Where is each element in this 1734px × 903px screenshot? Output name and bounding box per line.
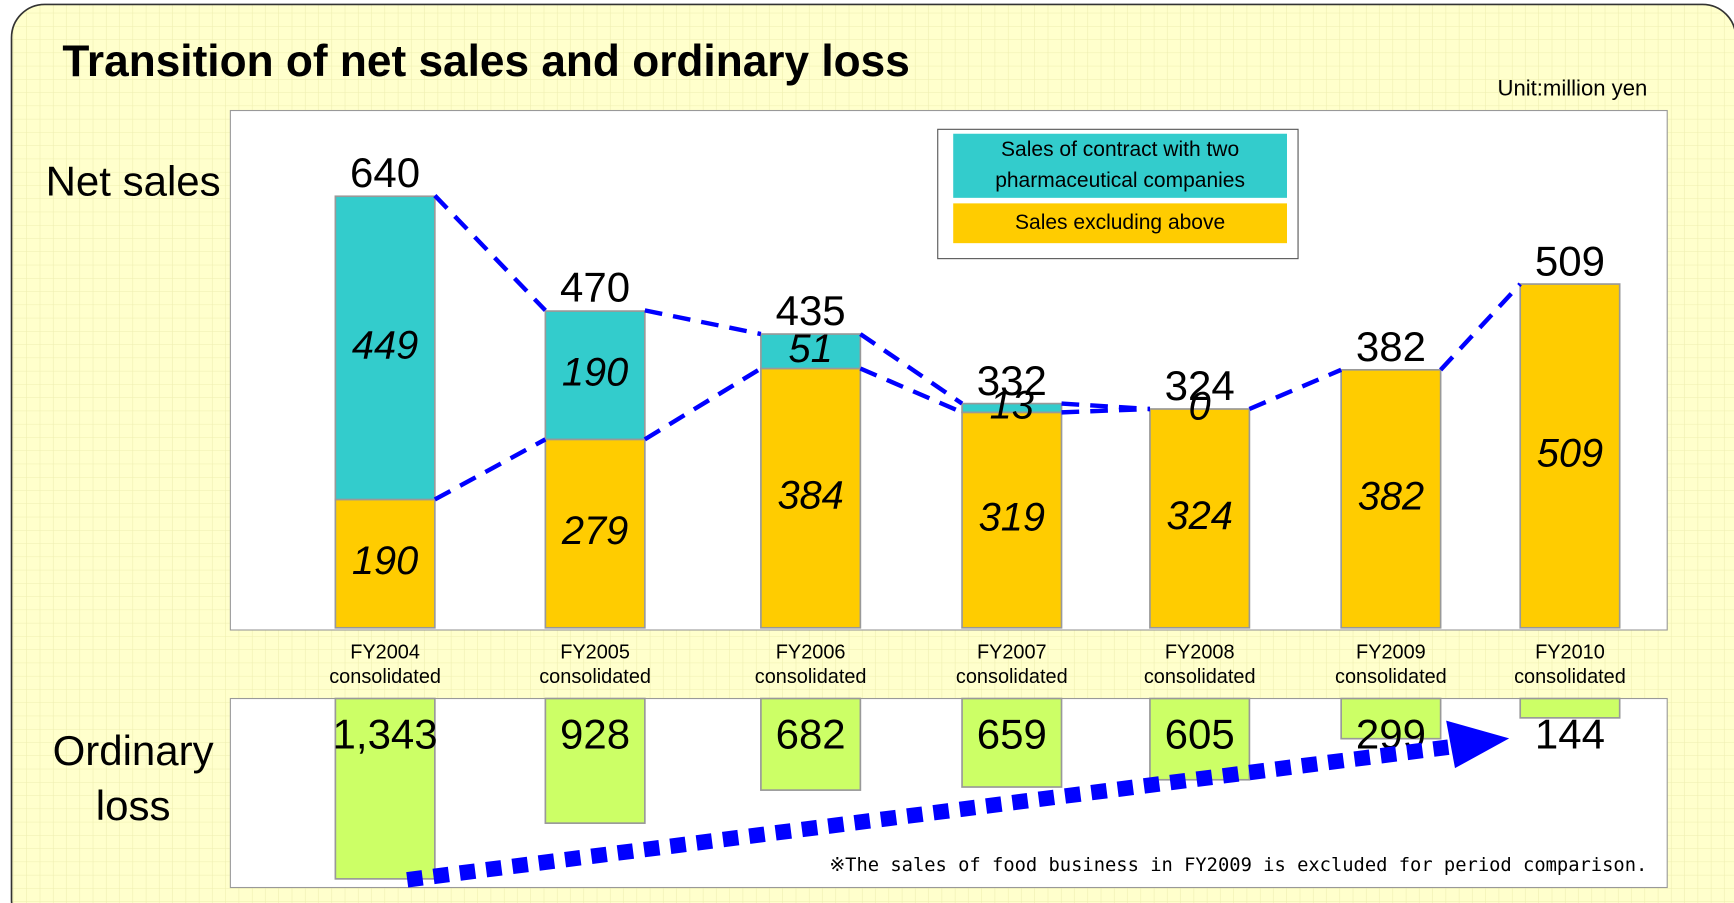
x-tick-label: FY2004 consolidated [329,641,441,688]
segment-label: 279 [561,509,628,553]
bar-segment [544,310,646,441]
total-label: 470 [560,264,630,311]
category: FY2010 consolidated [1514,641,1626,688]
total-label: 435 [776,287,846,334]
loss-label: 659 [977,710,1047,757]
legend-label: Sales of contract with two pharmaceutica… [995,138,1245,193]
loss-bar [1340,697,1442,740]
loss-label: 928 [560,710,630,757]
bar-segment [1519,283,1621,629]
trend-arrow [406,720,1510,888]
x-tick-label: FY2010 consolidated [1514,641,1626,688]
segment-label: 324 [1167,494,1233,538]
loss-label: 1,343 [333,710,438,757]
legend-item: Sales excluding above [1015,211,1226,235]
bar-segment [961,411,1063,629]
category: FY2005 consolidated [539,641,651,688]
x-tick-label: FY2008 consolidated [1143,641,1256,688]
category: FY2009 consolidated [1335,641,1447,688]
segment-label: 382 [1358,474,1424,518]
bar-segment [760,333,862,370]
category: FY2007 consolidated [955,641,1068,688]
total-label: 640 [350,149,420,196]
x-tick-label: FY2006 consolidated [754,641,867,688]
segment-label: 190 [562,351,628,395]
legend-label: Sales excluding above [1015,211,1226,235]
x-tick-label: FY2005 consolidated [539,641,651,688]
net-sales-label: Net sales [45,159,221,206]
legend-swatch [953,203,1287,244]
legend-item: Sales of contract with two pharmaceutica… [995,138,1245,193]
bar-segment [1149,408,1251,629]
segment-label: 0 [1189,385,1211,429]
loss-label: 682 [776,710,846,757]
segment-label: 449 [352,323,418,367]
loss-label: 605 [1165,710,1235,757]
total-label: 382 [1356,323,1426,370]
ordinary-loss-label: Ordinary loss [52,728,214,831]
loss-bar [544,697,646,824]
loss-bar [961,697,1063,788]
segment-label: 384 [777,474,843,518]
loss-bar [1519,697,1621,719]
category: FY2008 consolidated [1143,641,1256,688]
footnote: ※The sales of food business in FY2009 is… [829,855,1647,876]
legend: Sales of contract with two pharmaceutica… [937,128,1299,260]
category: FY2004 consolidated [329,641,441,688]
bar-segment [544,438,646,629]
total-label: 324 [1165,362,1235,409]
total-trend-line [433,194,1522,412]
segment-label: 190 [352,539,418,583]
segment-label: 51 [789,327,833,371]
unit: Unit:million yen [1498,75,1648,100]
loss-label: 144 [1535,710,1605,757]
loss-bar [1149,697,1251,781]
bar-segment [760,367,862,629]
bar-segment [1340,368,1442,629]
bar-segment [961,402,1063,414]
segment-label: 509 [1537,431,1603,475]
legend-swatch [953,133,1287,198]
x-tick-label: FY2009 consolidated [1335,641,1447,688]
total-label: 332 [977,357,1047,404]
bar-segment [334,498,436,629]
base-trend-line [433,366,1151,502]
category: FY2006 consolidated [754,641,867,688]
loss-bar [334,697,436,880]
segment-label: 13 [990,383,1034,427]
segment-label: 319 [979,496,1045,540]
total-label: 509 [1535,237,1605,284]
loss-bar [760,697,862,791]
x-tick-label: FY2007 consolidated [955,641,1068,688]
bar-segment [334,195,436,501]
title: Transition of net sales and ordinary los… [62,37,909,86]
